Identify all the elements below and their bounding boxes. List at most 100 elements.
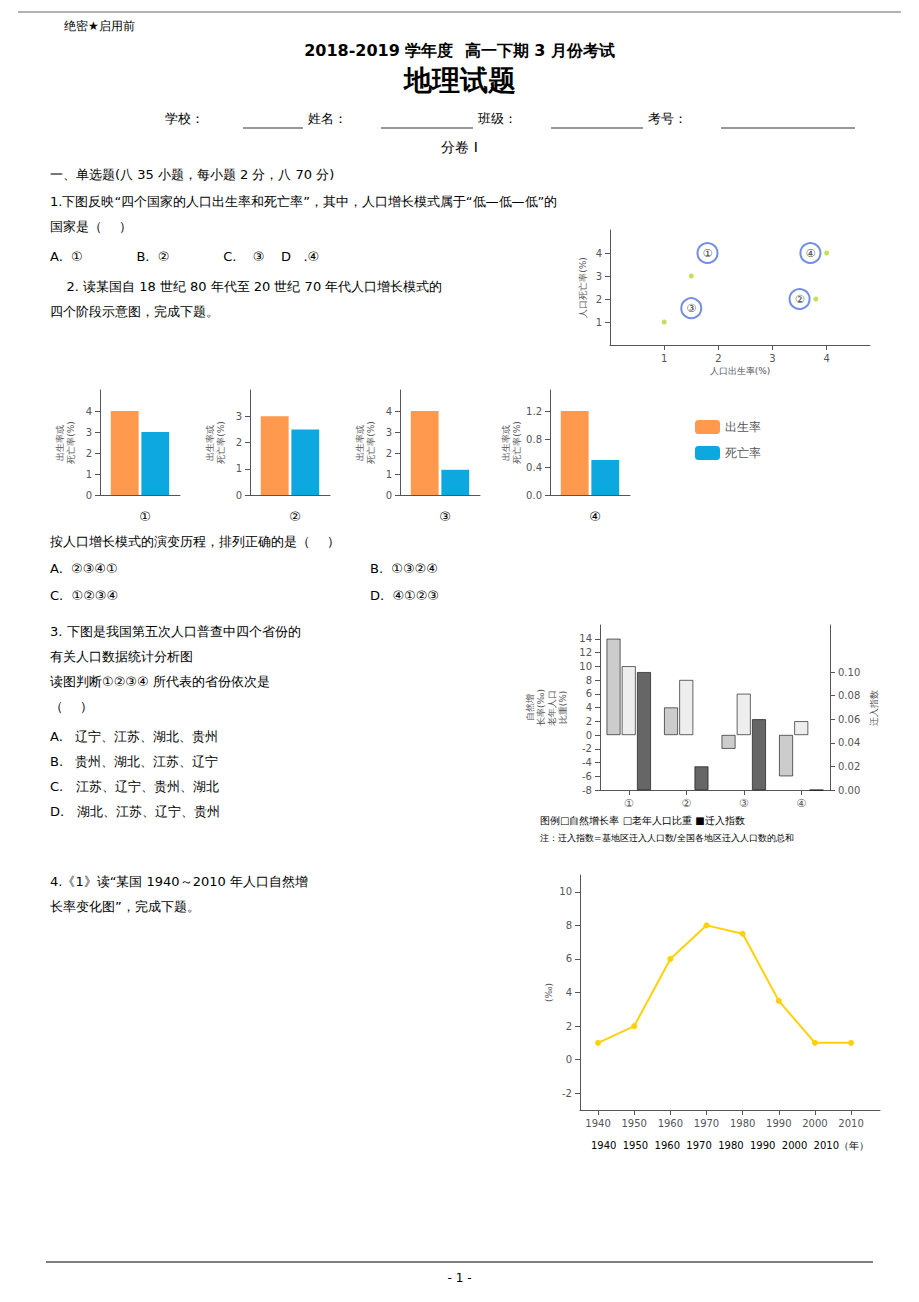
svg-text:死亡率(%): 死亡率(%) <box>216 421 226 464</box>
svg-text:B. ①③②④: B. ①③②④ <box>370 561 438 576</box>
svg-text:2: 2 <box>386 448 392 459</box>
svg-text:出生率或: 出生率或 <box>205 425 215 461</box>
svg-text:比重(%): 比重(%) <box>558 691 568 725</box>
svg-text:出生率: 出生率 <box>725 420 761 434</box>
svg-text:0.00: 0.00 <box>838 785 860 796</box>
svg-text:出生率或: 出生率或 <box>55 425 65 461</box>
svg-text:2: 2 <box>566 1021 572 1032</box>
svg-text:2. 读某国自 18 世纪 80 年代至 20 世纪 70: 2. 读某国自 18 世纪 80 年代至 20 世纪 70 年代人口增长模式的 <box>50 279 442 294</box>
svg-text:0.04: 0.04 <box>838 737 860 748</box>
svg-text:C. 江苏、辽宁、贵州、湖北: C. 江苏、辽宁、贵州、湖北 <box>50 779 219 794</box>
svg-text:0: 0 <box>386 490 392 501</box>
svg-text:12: 12 <box>579 647 592 658</box>
svg-text:10: 10 <box>559 886 572 897</box>
svg-text:1980: 1980 <box>730 1118 755 1129</box>
svg-text:0.4: 0.4 <box>526 462 542 473</box>
svg-text:2000: 2000 <box>802 1118 827 1129</box>
svg-text:3: 3 <box>596 271 602 282</box>
svg-text:A. ① B. ②: A. ① B. ② C. ③ D .④ <box>50 249 319 264</box>
svg-text:出生率或: 出生率或 <box>355 425 365 461</box>
svg-text:2: 2 <box>236 437 242 448</box>
svg-text:D. 湖北、江苏、辽宁、贵州: D. 湖北、江苏、辽宁、贵州 <box>50 804 220 819</box>
svg-text:班级：: 班级： <box>478 111 517 126</box>
svg-text:3. 下图是我国第五次人口普查中四个省份的: 3. 下图是我国第五次人口普查中四个省份的 <box>50 624 301 639</box>
svg-text:②: ② <box>795 293 805 306</box>
svg-text:绝密★启用前: 绝密★启用前 <box>64 19 135 33</box>
svg-text:考号：: 考号： <box>648 111 687 126</box>
svg-text:1940: 1940 <box>585 1118 610 1129</box>
svg-text:0.06: 0.06 <box>838 714 860 725</box>
svg-text:-4: -4 <box>582 757 592 768</box>
svg-text:③: ③ <box>686 302 696 315</box>
svg-text:A. ②③④①: A. ②③④① <box>50 561 118 576</box>
svg-text:4: 4 <box>596 248 602 259</box>
svg-text:长率(‰): 长率(‰) <box>536 689 546 726</box>
svg-text:长率变化图”，完成下题。: 长率变化图”，完成下题。 <box>50 899 200 914</box>
svg-text:(‰): (‰) <box>544 983 554 1002</box>
svg-text:-6: -6 <box>582 771 592 782</box>
svg-text:A. 辽宁、江苏、湖北、贵州: A. 辽宁、江苏、湖北、贵州 <box>50 729 218 744</box>
svg-text:迁入指数: 迁入指数 <box>869 690 879 726</box>
svg-text:1: 1 <box>386 469 392 480</box>
svg-text:1960: 1960 <box>658 1118 683 1129</box>
svg-text:14: 14 <box>579 633 592 644</box>
svg-text:0: 0 <box>586 730 592 741</box>
svg-text:1970: 1970 <box>694 1118 719 1129</box>
svg-text:有关人口数据统计分析图: 有关人口数据统计分析图 <box>50 649 193 664</box>
svg-text:④: ④ <box>796 797 806 810</box>
svg-text:老年人口: 老年人口 <box>547 690 557 726</box>
svg-text:读图判断①②③④ 所代表的省份依次是: 读图判断①②③④ 所代表的省份依次是 <box>50 674 270 689</box>
svg-text:地理试题: 地理试题 <box>402 64 516 97</box>
svg-text:0.02: 0.02 <box>838 761 860 772</box>
svg-text:0.08: 0.08 <box>838 690 860 701</box>
svg-text:死亡率(%): 死亡率(%) <box>66 421 76 464</box>
svg-text:4: 4 <box>566 987 572 998</box>
svg-text:②: ② <box>681 797 691 810</box>
svg-text:1990: 1990 <box>766 1118 791 1129</box>
svg-text:1: 1 <box>236 463 242 474</box>
svg-text:0: 0 <box>86 490 92 501</box>
svg-text:6: 6 <box>586 688 592 699</box>
svg-text:1940 1950 1960 1970 1980: 1940 1950 1960 1970 1980 1990 2000 2010（… <box>591 1140 869 1151</box>
svg-text:1950: 1950 <box>621 1118 646 1129</box>
svg-text:注：迁入指数=基地区迁入人口数/全国各地区迁入人口数的总和: 注：迁入指数=基地区迁入人口数/全国各地区迁入人口数的总和 <box>540 833 794 843</box>
svg-text:自然增: 自然增 <box>525 694 535 721</box>
svg-text:2: 2 <box>715 353 721 364</box>
svg-text:2: 2 <box>86 448 92 459</box>
svg-text:③: ③ <box>439 509 451 524</box>
svg-text:2: 2 <box>596 294 602 305</box>
svg-text:①: ① <box>703 247 713 260</box>
svg-text:2018-2019 学年度 高一下期 3 月份考试: 2018-2019 学年度 高一下期 3 月份考试 <box>304 41 615 60</box>
svg-text:1.2: 1.2 <box>526 406 542 417</box>
svg-text:0: 0 <box>236 490 242 501</box>
svg-text:4: 4 <box>386 406 392 417</box>
svg-text:4: 4 <box>823 353 829 364</box>
svg-text:C. ①②③④: C. ①②③④ <box>50 588 118 603</box>
svg-text:一、单选题(八 35 小题，每小题 2 分，八 70 分): 一、单选题(八 35 小题，每小题 2 分，八 70 分) <box>50 167 334 182</box>
svg-text:B. 贵州、湖北、江苏、辽宁: B. 贵州、湖北、江苏、辽宁 <box>50 754 218 769</box>
svg-text:图例□自然增长率 □老年人口比重 ■迁入指数: 图例□自然增长率 □老年人口比重 ■迁入指数 <box>540 815 745 826</box>
svg-text:-2: -2 <box>582 743 592 754</box>
svg-text:④: ④ <box>589 509 601 524</box>
svg-text:0.0: 0.0 <box>526 490 542 501</box>
svg-text:1: 1 <box>596 317 602 328</box>
svg-text:②: ② <box>289 509 301 524</box>
svg-text:3: 3 <box>86 427 92 438</box>
svg-text:D. ④①②③: D. ④①②③ <box>370 588 439 603</box>
svg-text:④: ④ <box>805 247 815 260</box>
svg-text:四个阶段示意图，完成下题。: 四个阶段示意图，完成下题。 <box>50 304 219 319</box>
svg-text:4.《1》读“某国 1940～2010 年人口自然增: 4.《1》读“某国 1940～2010 年人口自然增 <box>50 874 308 889</box>
svg-text:学校：: 学校： <box>165 111 204 126</box>
svg-text:人口死亡率(%): 人口死亡率(%) <box>578 257 588 318</box>
svg-text:2: 2 <box>586 716 592 727</box>
svg-text:死亡率: 死亡率 <box>725 446 761 460</box>
svg-text:4: 4 <box>586 702 592 713</box>
svg-text:分卷 I: 分卷 I <box>441 139 478 155</box>
svg-text:- 1 -: - 1 - <box>448 1271 472 1285</box>
svg-text:国家是（ ）: 国家是（ ） <box>50 219 132 234</box>
svg-text:1.下图反映“四个国家的人口出生率和死亡率”，其中，人口增长: 1.下图反映“四个国家的人口出生率和死亡率”，其中，人口增长模式属于“低—低—低… <box>50 194 557 209</box>
svg-text:1: 1 <box>661 353 667 364</box>
svg-text:死亡率(%): 死亡率(%) <box>512 421 522 464</box>
svg-text:0: 0 <box>566 1054 572 1065</box>
svg-text:3: 3 <box>769 353 775 364</box>
